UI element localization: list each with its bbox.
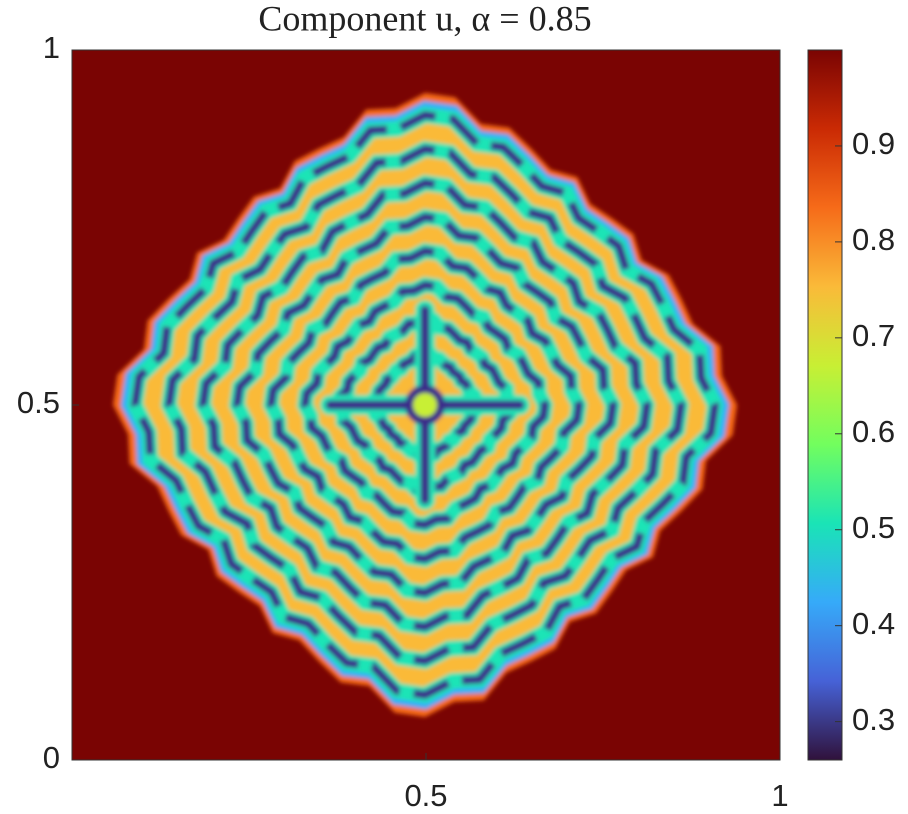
- y-tick-label: 0: [43, 740, 60, 775]
- pattern: [113, 93, 737, 717]
- pattern-ring: [232, 212, 618, 598]
- colorbar-tick-label: 0.3: [852, 702, 895, 737]
- colorbar-tick-label: 0.5: [852, 510, 895, 545]
- x-tick-label: 0.5: [404, 778, 447, 813]
- pattern-ring: [300, 280, 550, 530]
- chart-title: Component u, α = 0.85: [258, 0, 591, 38]
- colorbar-tick-label: 0.8: [852, 222, 895, 257]
- pattern-ring: [130, 110, 720, 700]
- pattern-ring: [266, 246, 584, 564]
- colorbar-tick-label: 0.7: [852, 318, 895, 353]
- colorbar-tick-label: 0.6: [852, 414, 895, 449]
- pattern-ring: [198, 178, 652, 632]
- y-tick-label: 0.5: [17, 385, 60, 420]
- colorbar: [807, 49, 843, 761]
- pattern-ring: [164, 144, 686, 666]
- colorbar-tick-label: 0.4: [852, 606, 895, 641]
- pattern-core: [405, 385, 445, 425]
- y-tick-label: 1: [43, 30, 60, 65]
- colorbar-tick-label: 0.9: [852, 126, 895, 161]
- x-tick-label: 1: [771, 778, 788, 813]
